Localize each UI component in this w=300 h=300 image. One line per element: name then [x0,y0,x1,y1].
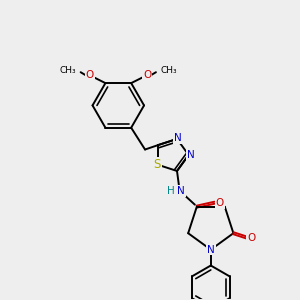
Text: N: N [177,186,185,196]
Text: S: S [154,158,161,171]
Text: H: H [167,186,175,196]
Text: CH₃: CH₃ [161,66,178,75]
Text: O: O [247,233,256,243]
Text: CH₃: CH₃ [59,66,76,75]
Text: N: N [174,133,182,143]
Text: O: O [85,70,94,80]
Text: N: N [207,245,215,255]
Text: O: O [215,198,224,208]
Text: O: O [143,70,151,80]
Text: N: N [187,150,194,160]
